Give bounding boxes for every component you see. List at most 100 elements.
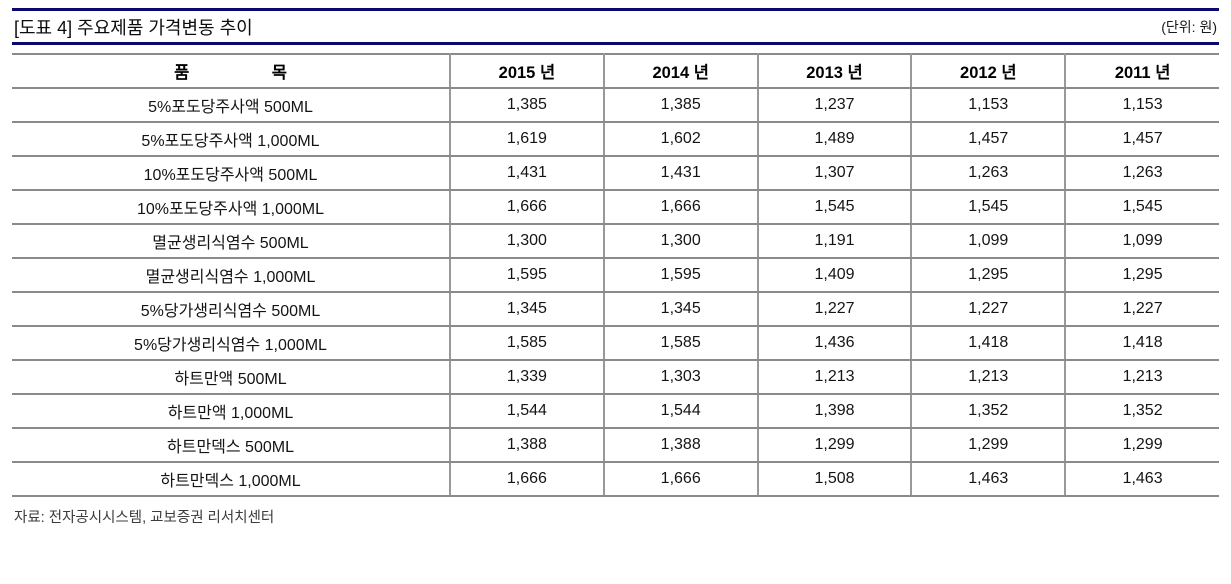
figure-title: [도표 4] 주요제품 가격변동 추이 — [14, 17, 253, 38]
column-header-2012: 2012 년 — [910, 53, 1067, 89]
item-cell: 10%포도당주사액 500ML — [12, 155, 451, 191]
price-cell: 1,545 — [910, 189, 1067, 225]
table-row: 하트만액 1,000ML 1,544 1,544 1,398 1,352 1,3… — [12, 393, 1219, 429]
price-cell: 1,409 — [756, 257, 913, 293]
table-row: 멸균생리식염수 1,000ML 1,595 1,595 1,409 1,295 … — [12, 257, 1219, 293]
title-top-rule — [12, 8, 1219, 11]
price-cell: 1,544 — [602, 393, 759, 429]
price-cell: 1,436 — [756, 325, 913, 361]
price-cell: 1,263 — [1064, 155, 1219, 191]
item-cell: 5%포도당주사액 500ML — [12, 87, 451, 123]
price-cell: 1,300 — [449, 223, 605, 259]
price-cell: 1,666 — [602, 189, 759, 225]
price-cell: 1,352 — [1064, 393, 1219, 429]
table-row: 하트만덱스 500ML 1,388 1,388 1,299 1,299 1,29… — [12, 427, 1219, 463]
table-row: 5%포도당주사액 500ML 1,385 1,385 1,237 1,153 1… — [12, 87, 1219, 123]
figure-header: [도표 4] 주요제품 가격변동 추이 (단위: 원) — [12, 11, 1219, 42]
price-cell: 1,385 — [602, 87, 759, 123]
table-row: 5%포도당주사액 1,000ML 1,619 1,602 1,489 1,457… — [12, 121, 1219, 157]
item-cell: 5%당가생리식염수 500ML — [12, 291, 451, 327]
price-cell: 1,307 — [756, 155, 913, 191]
price-cell: 1,431 — [602, 155, 759, 191]
price-cell: 1,508 — [756, 461, 913, 497]
table-row: 하트만덱스 1,000ML 1,666 1,666 1,508 1,463 1,… — [12, 461, 1219, 497]
table-header-row: 품 목 2015 년 2014 년 2013 년 2012 년 2011 년 — [12, 53, 1219, 89]
column-header-2013: 2013 년 — [756, 53, 913, 89]
item-cell: 하트만액 500ML — [12, 359, 451, 395]
price-cell: 1,388 — [602, 427, 759, 463]
price-cell: 1,227 — [1064, 291, 1219, 327]
price-cell: 1,666 — [449, 189, 605, 225]
price-cell: 1,300 — [602, 223, 759, 259]
price-cell: 1,299 — [910, 427, 1067, 463]
table-row: 멸균생리식염수 500ML 1,300 1,300 1,191 1,099 1,… — [12, 223, 1219, 259]
column-header-2015: 2015 년 — [449, 53, 605, 89]
item-cell: 하트만덱스 1,000ML — [12, 461, 451, 497]
price-cell: 1,227 — [910, 291, 1067, 327]
price-cell: 1,457 — [910, 121, 1067, 157]
price-cell: 1,153 — [1064, 87, 1219, 123]
column-header-item: 품 목 — [12, 53, 451, 89]
source-note: 자료: 전자공시시스템, 교보증권 리서치센터 — [14, 510, 275, 526]
price-cell: 1,544 — [449, 393, 605, 429]
price-cell: 1,595 — [602, 257, 759, 293]
item-cell: 하트만덱스 500ML — [12, 427, 451, 463]
price-cell: 1,595 — [449, 257, 605, 293]
price-cell: 1,099 — [1064, 223, 1219, 259]
price-cell: 1,666 — [449, 461, 605, 497]
item-cell: 5%당가생리식염수 1,000ML — [12, 325, 451, 361]
price-cell: 1,602 — [602, 121, 759, 157]
item-cell: 10%포도당주사액 1,000ML — [12, 189, 451, 225]
price-cell: 1,619 — [449, 121, 605, 157]
price-cell: 1,345 — [602, 291, 759, 327]
price-cell: 1,099 — [910, 223, 1067, 259]
item-cell: 5%포도당주사액 1,000ML — [12, 121, 451, 157]
table-row: 10%포도당주사액 500ML 1,431 1,431 1,307 1,263 … — [12, 155, 1219, 191]
item-cell: 멸균생리식염수 500ML — [12, 223, 451, 259]
price-cell: 1,299 — [756, 427, 913, 463]
price-cell: 1,585 — [449, 325, 605, 361]
price-cell: 1,457 — [1064, 121, 1219, 157]
table-row: 5%당가생리식염수 1,000ML 1,585 1,585 1,436 1,41… — [12, 325, 1219, 361]
table-row: 5%당가생리식염수 500ML 1,345 1,345 1,227 1,227 … — [12, 291, 1219, 327]
price-table: 품 목 2015 년 2014 년 2013 년 2012 년 2011 년 5… — [12, 53, 1219, 497]
item-cell: 멸균생리식염수 1,000ML — [12, 257, 451, 293]
price-cell: 1,299 — [1064, 427, 1219, 463]
figure-4-block: [도표 4] 주요제품 가격변동 추이 (단위: 원) 품 목 2015 년 2… — [12, 8, 1219, 527]
price-cell: 1,213 — [756, 359, 913, 395]
price-cell: 1,463 — [910, 461, 1067, 497]
title-bottom-rule — [12, 42, 1219, 45]
column-header-2014: 2014 년 — [602, 53, 759, 89]
column-header-2011: 2011 년 — [1064, 53, 1219, 89]
price-cell: 1,263 — [910, 155, 1067, 191]
price-cell: 1,463 — [1064, 461, 1219, 497]
price-cell: 1,213 — [910, 359, 1067, 395]
price-cell: 1,418 — [1064, 325, 1219, 361]
price-cell: 1,545 — [756, 189, 913, 225]
price-cell: 1,153 — [910, 87, 1067, 123]
price-cell: 1,385 — [449, 87, 605, 123]
price-cell: 1,213 — [1064, 359, 1219, 395]
price-cell: 1,345 — [449, 291, 605, 327]
item-cell: 하트만액 1,000ML — [12, 393, 451, 429]
price-cell: 1,388 — [449, 427, 605, 463]
price-cell: 1,352 — [910, 393, 1067, 429]
price-cell: 1,295 — [1064, 257, 1219, 293]
price-cell: 1,489 — [756, 121, 913, 157]
price-cell: 1,431 — [449, 155, 605, 191]
price-cell: 1,191 — [756, 223, 913, 259]
table-row: 10%포도당주사액 1,000ML 1,666 1,666 1,545 1,54… — [12, 189, 1219, 225]
price-cell: 1,303 — [602, 359, 759, 395]
price-cell: 1,237 — [756, 87, 913, 123]
price-cell: 1,398 — [756, 393, 913, 429]
price-cell: 1,418 — [910, 325, 1067, 361]
price-cell: 1,227 — [756, 291, 913, 327]
table-row: 하트만액 500ML 1,339 1,303 1,213 1,213 1,213 — [12, 359, 1219, 395]
price-cell: 1,666 — [602, 461, 759, 497]
price-cell: 1,585 — [602, 325, 759, 361]
price-cell: 1,339 — [449, 359, 605, 395]
unit-label: (단위: 원) — [1161, 18, 1217, 35]
price-cell: 1,295 — [910, 257, 1067, 293]
price-cell: 1,545 — [1064, 189, 1219, 225]
